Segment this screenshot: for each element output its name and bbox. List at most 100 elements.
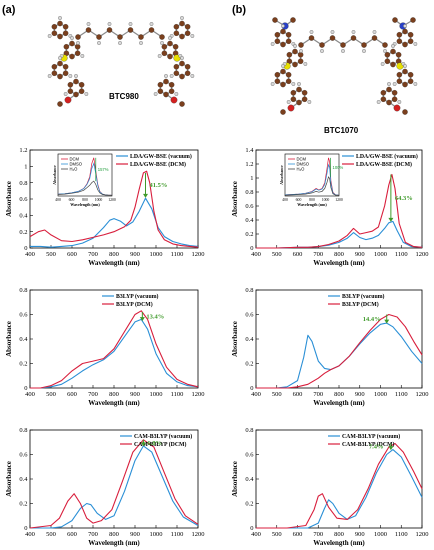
y-tick-label: 0.2 [245,231,253,238]
mol-a-atom-h [190,74,195,78]
inset-frame [57,153,113,197]
x-tick-label: 1000 [150,391,163,398]
y-tick-label: 1 [24,164,27,171]
y-tick-label: 0.8 [245,427,253,434]
x-tick-label: 1100 [395,531,408,538]
mol-b-atom-c [407,78,414,85]
x-tick-label: 700 [313,531,323,538]
y-axis-label: Absorbance [231,181,239,217]
inset-series-line [57,180,112,196]
mol-a-atom-c [51,70,58,77]
mol-a-atom-o [64,96,72,104]
mol-b-atom-c [272,17,278,23]
mol-a-atom-h [107,22,112,26]
mol-b-atom-h [397,100,402,104]
mol-b-atom-h [372,30,377,34]
mol-b-atom-c [402,68,408,75]
mol-b-atom-c [390,61,396,68]
y-tick-label: 0.4 [245,217,254,224]
chart-a1: 400 500 600 700 800 900 1000 1100 1200 0 0.2 0.4 0.6… [5,147,205,267]
molecule-label-a: BTC980 [109,92,139,101]
mol-b-atom-c [274,38,281,45]
mol-b-atom-c [297,58,304,65]
mol-b-atom-h [286,100,291,104]
x-tick-label: 700 [88,251,98,258]
x-tick-label: 400 [251,531,261,538]
mol-b-atom-h [391,44,395,48]
mol-a-atom-c [173,30,180,36]
x-tick-label: 1000 [150,251,163,258]
y-tick-label: 1.2 [19,147,27,154]
panel-label-b: (b) [232,4,247,16]
mol-b-atom-h [293,44,297,48]
y-tick-label: 0 [24,385,27,392]
mol-a-atom-c [179,101,185,107]
series-line-dcm [29,170,199,248]
mol-a-atom-c [62,30,69,36]
annotation-arrowhead [388,217,394,222]
mol-b-atom-h [297,82,301,86]
mol-b-atom-h [362,49,366,53]
mol-a-atom-c [173,23,180,30]
y-tick-label: 0.2 [245,501,253,508]
mol-a-atom-c [73,91,79,98]
mol-b-atom-c [386,86,392,93]
y-tick-label: 0.2 [19,501,27,508]
mol-b-atom-h [291,82,296,86]
mol-a-atom-c [78,82,85,88]
mol-b-atom-c [285,32,292,38]
x-tick-label: 1200 [192,531,205,538]
x-tick-label: 700 [313,251,323,258]
x-tick-label: 400 [251,251,261,258]
mol-a-atom-h [128,22,133,26]
x-tick-label: 800 [334,391,344,398]
mol-b-atom-c [396,78,403,85]
x-tick-label: 1200 [416,531,429,538]
mol-a-atom-h [76,41,80,45]
annotation-label: 13.4% [146,313,164,320]
y-tick-label: 1.4 [245,147,254,154]
mol-a-atom-c [75,34,81,40]
mol-b-atom-c [396,72,403,78]
mol-b-atom-h [413,42,418,46]
mol-a-atom-c [167,53,173,60]
series-line-vacuum [30,318,199,389]
mol-a-atom-c [57,73,63,80]
x-tick-label: 800 [109,531,119,538]
y-tick-label: 0 [24,245,27,252]
mol-b-atom-c [390,48,396,55]
chart-b2: 400 500 600 700 800 900 1000 1100 1200 0 0.2 0.4 0.6… [231,287,429,407]
y-tick-label: 0 [250,525,253,532]
series-line-dcm [256,313,423,389]
mol-a-atom-c [184,23,191,30]
mol-a-atom-h [139,41,143,45]
mol-b-atom-c [297,52,304,58]
inset-legend-label: DMSO [70,162,83,167]
inset-x-tick-label: 800 [82,198,88,202]
x-tick-label: 900 [355,251,365,258]
mol-a-atom-h [149,22,154,26]
molecule-structure-a [47,16,195,107]
x-tick-label: 700 [88,391,98,398]
inset-legend-label: DCM [297,157,307,162]
mol-b-atom-c [285,38,292,45]
plot-frame [29,429,199,529]
mol-b-atom-c [384,58,391,65]
mol-a-atom-h [169,74,174,78]
mol-a-atom-c [157,82,164,88]
mol-a-atom-c [159,34,165,40]
mol-a-atom-h [190,34,195,38]
chart-a3: 400 500 600 700 800 900 1000 1100 1200 0 0.2 0.4 0.6… [5,427,205,547]
y-tick-label: 0.8 [19,427,27,434]
x-tick-label: 800 [334,531,344,538]
inset-annotation-label: 157% [98,167,109,172]
mol-a-atom-h [70,36,74,40]
x-axis-label: Wavelength (nm) [313,539,365,547]
mol-a-atom-h [80,54,85,58]
mol-a-atom-c [184,64,191,70]
legend-label: CAM-B3LYP (vacuum) [342,433,400,440]
y-tick-label: 0.6 [245,312,254,319]
inset-y-axis-label: Absorbance [280,165,284,185]
mol-a-atom-c [106,27,113,33]
y-axis-label: Absorbance [231,461,239,497]
